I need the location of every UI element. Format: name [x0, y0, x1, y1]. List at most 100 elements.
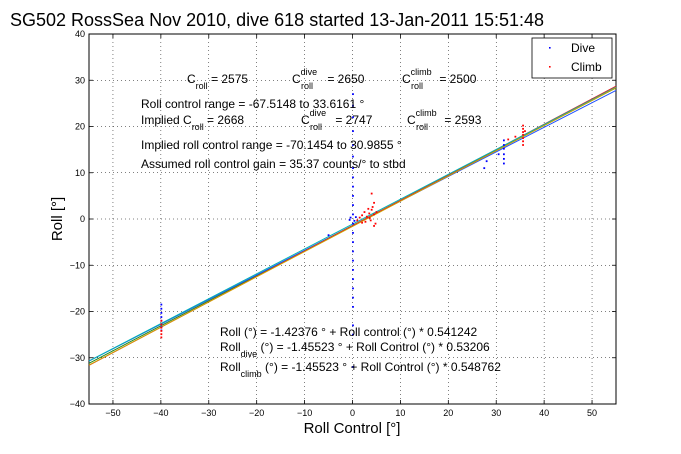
data-point-dive [352, 194, 354, 197]
data-point-climb [375, 211, 378, 213]
data-point-climb [373, 225, 375, 227]
data-point-climb [160, 336, 163, 339]
x-tick-label: 10 [395, 408, 405, 418]
data-point-climb [373, 201, 375, 204]
data-point-climb [356, 219, 359, 222]
data-point-climb [522, 137, 524, 139]
legend-climb-marker [549, 66, 551, 68]
data-point-dive [160, 303, 163, 306]
data-point-dive [502, 144, 505, 146]
data-point-dive [349, 216, 352, 219]
data-point-dive [348, 219, 351, 221]
data-point-dive [353, 219, 356, 222]
legend-dive-label: Dive [571, 41, 595, 55]
data-point-dive [352, 268, 354, 271]
data-point-climb [369, 219, 372, 222]
data-point-dive [352, 296, 354, 299]
y-tick-label: −30 [70, 353, 85, 363]
data-point-climb [364, 220, 367, 223]
x-tick-label: 40 [539, 408, 549, 418]
annotation-assumed-gain: Assumed roll control gain = 35.37 counts… [141, 157, 406, 171]
data-point-dive [352, 333, 354, 336]
data-point-dive [352, 155, 354, 158]
axis-ticks: −50 −40 −30 −20 −10 0 10 20 30 40 50 −40 −30 −20 −10 0 1… [70, 29, 616, 418]
data-point-climb [361, 214, 363, 217]
data-point-dive [352, 259, 354, 262]
data-point-dive [352, 213, 354, 216]
data-point-climb [524, 130, 526, 133]
data-point-dive [483, 167, 486, 170]
x-tick-label: −30 [201, 408, 216, 418]
annotation-roll-control-range: Roll control range = -67.5148 to 33.6161… [141, 97, 364, 111]
data-point-climb [373, 213, 375, 216]
y-tick-label: 20 [75, 122, 85, 132]
data-point-climb [368, 212, 371, 215]
data-point-dive [502, 153, 505, 156]
data-point-climb [160, 319, 163, 322]
data-point-dive [352, 287, 354, 290]
x-tick-label: 0 [350, 408, 355, 418]
x-tick-label: −40 [153, 408, 168, 418]
data-point-dive [352, 366, 354, 368]
legend-dive-marker [549, 47, 551, 49]
data-point-climb [370, 208, 373, 211]
x-tick-label: −20 [249, 408, 264, 418]
data-point-climb [358, 216, 361, 219]
data-point-dive [354, 216, 357, 219]
data-point-climb [374, 222, 377, 225]
x-tick-label: 30 [491, 408, 501, 418]
x-tick-label: −50 [105, 408, 120, 418]
data-point-dive [352, 305, 354, 308]
legend-climb-label: Climb [571, 60, 602, 74]
data-point-climb [522, 140, 524, 143]
grid-lines [89, 34, 616, 404]
data-point-dive [485, 160, 488, 163]
data-point-dive [327, 234, 330, 237]
data-point-dive [160, 316, 163, 318]
data-point-dive [352, 250, 354, 253]
data-point-climb [522, 131, 524, 133]
y-tick-label: −20 [70, 307, 85, 317]
data-point-dive [352, 176, 354, 179]
annotation-c-roll-dive: Cdive roll = 2650 [292, 67, 365, 91]
data-point-climb [368, 217, 371, 219]
data-point-climb [160, 333, 163, 336]
data-point-climb [361, 221, 363, 224]
annotation-c-roll-climb: Cclimb roll = 2500 [402, 67, 477, 91]
data-point-climb [160, 326, 163, 329]
data-point-climb [522, 127, 524, 130]
data-point-climb [160, 323, 163, 326]
data-point-dive [352, 144, 354, 146]
chart-title: SG502 RossSea Nov 2010, dive 618 started… [10, 10, 544, 30]
data-point-dive [352, 116, 354, 119]
data-point-dive [497, 153, 500, 156]
data-point-dive [352, 231, 354, 234]
data-point-climb [522, 133, 524, 136]
data-point-dive [352, 241, 354, 244]
y-tick-label: 30 [75, 75, 85, 85]
data-point-dive [502, 157, 505, 160]
y-tick-label: −10 [70, 260, 85, 270]
data-point-climb [514, 135, 517, 138]
fit-line-4 [88, 87, 617, 366]
y-tick-label: 10 [75, 168, 85, 178]
x-tick-label: −10 [297, 408, 312, 418]
annotation-equation-climb: Rollclimb (°) = -1.45523 ° + Roll Contro… [220, 360, 501, 379]
data-point-climb [522, 124, 524, 127]
data-point-dive [502, 162, 505, 165]
data-point-dive [352, 93, 354, 96]
annotations: Croll = 2575 Cdive roll = 2650 Cclimb roll… [141, 67, 501, 379]
annotation-implied-c-roll-climb: Cclimb roll = 2593 [407, 108, 482, 132]
data-point-climb [370, 192, 373, 195]
y-tick-label: 40 [75, 29, 85, 39]
data-point-dive [160, 311, 163, 314]
y-axis-label: Roll [°] [49, 197, 66, 241]
data-point-dive [352, 222, 354, 225]
data-point-climb [522, 144, 524, 146]
x-axis-label: Roll Control [°] [304, 420, 401, 437]
data-point-dive [160, 307, 163, 310]
data-point-dive [352, 104, 354, 107]
y-tick-label: 0 [80, 214, 85, 224]
y-tick-label: −40 [70, 399, 85, 409]
